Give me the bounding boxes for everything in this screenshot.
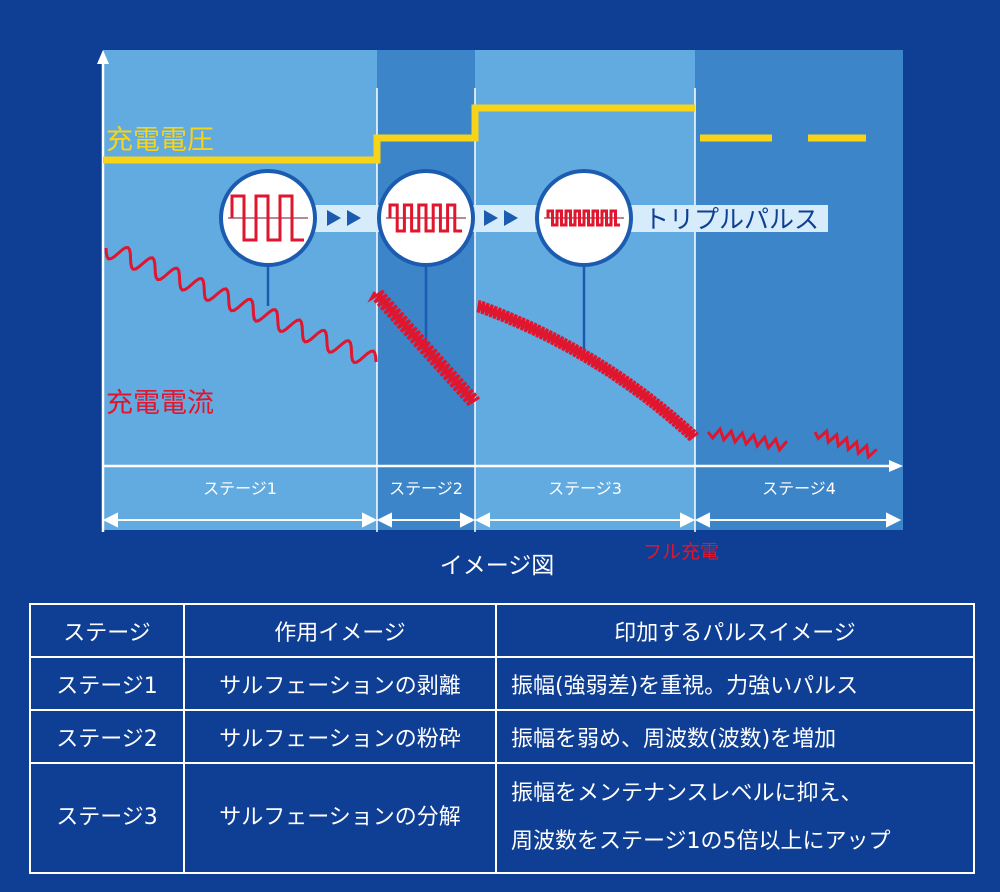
square-wave-stage1 [230,194,304,242]
arrow-icon [327,210,341,226]
square-wave-stage2 [388,203,462,233]
current-wave-stage3 [476,300,700,442]
arrow-icon [504,210,518,226]
charging-diagram: ステージ1 ステージ2 ステージ3 ステージ4 充電電圧 トリプルパルス 充電電… [97,50,903,579]
voltage-line [103,104,695,164]
arrow-icon [484,210,498,226]
header-stage: ステージ [29,603,185,658]
voltage-label: 充電電圧 [106,125,214,156]
header-pulse: 印加するパルスイメージ [495,603,975,658]
current-wave-stage4b [813,428,878,460]
stage3-label: ステージ3 [548,479,622,498]
square-wave-stage3 [546,209,620,227]
stage4-panel [695,50,903,530]
cell-stage: ステージ3 [29,762,185,874]
current-wave-stage4 [706,426,789,453]
header-action: 作用イメージ [183,603,497,658]
arrow-icon [347,210,361,226]
full-charge-label: フル充電 [643,541,719,563]
cell-action: サルフェーションの分解 [183,762,497,874]
table-row: ステージ1 サルフェーションの剥離 振幅(強弱差)を重視。力強いパルス [29,656,975,711]
table-row: ステージ3 サルフェーションの分解 振幅をメンテナンスレベルに抑え、 周波数をス… [29,762,975,874]
table-header-row: ステージ 作用イメージ 印加するパルスイメージ [29,603,975,658]
table-row: ステージ2 サルフェーションの粉砕 振幅を弱め、周波数(波数)を増加 [29,709,975,764]
stage2-label: ステージ2 [389,479,463,498]
x-axis-arrow-icon [889,460,903,472]
current-wave-stage2 [367,289,480,407]
cell-pulse: 振幅(強弱差)を重視。力強いパルス [495,656,975,711]
stage1-label: ステージ1 [203,479,277,498]
pulse-label: トリプルパルス [644,205,819,234]
y-axis-arrow-icon [97,50,109,64]
cell-action: サルフェーションの粉砕 [183,709,497,764]
cell-pulse-line: 周波数をステージ1の5倍以上にアップ [511,829,891,854]
current-wave-stage1 [104,245,378,365]
cell-pulse-line: 振幅をメンテナンスレベルに抑え、 [511,781,863,806]
cell-stage: ステージ2 [29,709,185,764]
cell-pulse: 振幅をメンテナンスレベルに抑え、 周波数をステージ1の5倍以上にアップ [495,762,975,874]
stage-span-arrows [102,512,902,528]
stage4-label: ステージ4 [762,479,836,498]
diagram-caption: イメージ図 [440,553,555,579]
stage-table: ステージ 作用イメージ 印加するパルスイメージ ステージ1 サルフェーションの剥… [29,603,975,874]
stage1-panel [103,50,377,530]
cell-action: サルフェーションの剥離 [183,656,497,711]
current-label: 充電電流 [106,388,214,419]
cell-stage: ステージ1 [29,656,185,711]
cell-pulse: 振幅を弱め、周波数(波数)を増加 [495,709,975,764]
